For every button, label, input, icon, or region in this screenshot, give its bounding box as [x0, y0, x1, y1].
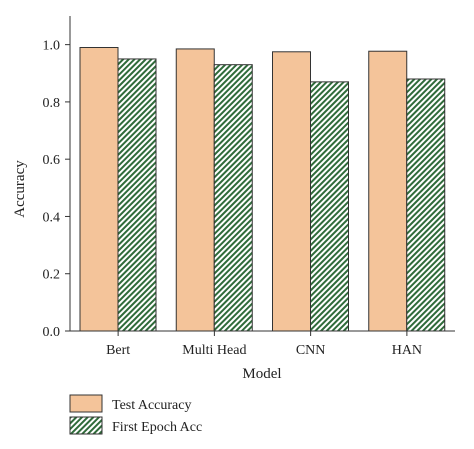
legend-swatch-first-epoch-acc: [69, 416, 103, 435]
y-ticks: 0.0 0.2 0.4 0.6 0.8 1.0: [43, 39, 70, 340]
legend-label-test-accuracy: Test Accuracy: [112, 398, 191, 413]
y-tick-label: 0.0: [43, 325, 61, 340]
bar-test-accuracy-cnn: [272, 51, 311, 332]
bars-layer: [79, 47, 446, 332]
bar-test-accuracy-han: [368, 50, 408, 332]
x-ticks: Bert Multi Head CNN HAN: [106, 331, 422, 358]
y-axis-title: Accuracy: [12, 160, 28, 218]
bar-first-epoch-acc-multi-head: [213, 64, 253, 332]
bar-test-accuracy-bert: [79, 47, 119, 332]
legend-swatch-test-accuracy: [69, 394, 103, 413]
x-tick-label-han: HAN: [392, 343, 422, 358]
bar-first-epoch-acc-cnn: [310, 81, 349, 332]
x-tick-label-bert: Bert: [106, 343, 130, 358]
x-axis-title: Model: [242, 366, 281, 382]
y-tick-label: 0.4: [43, 210, 61, 225]
y-tick-label: 0.2: [43, 268, 61, 283]
x-tick-label-multi-head: Multi Head: [182, 343, 246, 358]
bar-first-epoch-acc-han: [406, 78, 446, 332]
y-tick-label: 0.6: [43, 153, 61, 168]
x-tick-label-cnn: CNN: [296, 343, 326, 358]
bar-first-epoch-acc-bert: [117, 58, 157, 332]
bar-test-accuracy-multi-head: [175, 48, 215, 332]
legend-label-first-epoch-acc: First Epoch Acc: [112, 420, 202, 435]
legend: Test Accuracy First Epoch Acc: [69, 394, 202, 435]
y-tick-label: 1.0: [43, 39, 61, 54]
y-tick-label: 0.8: [43, 96, 61, 111]
